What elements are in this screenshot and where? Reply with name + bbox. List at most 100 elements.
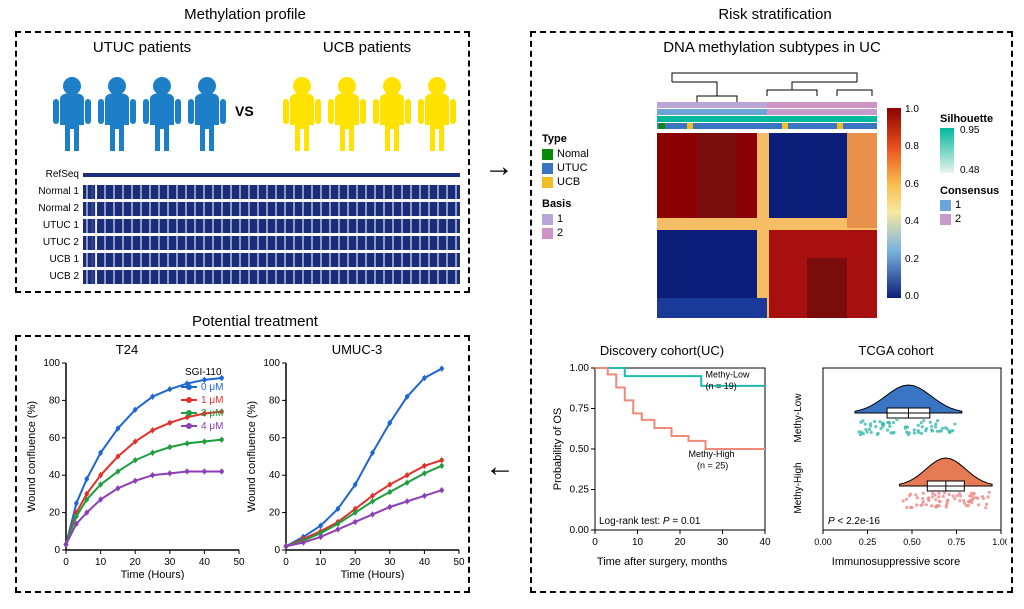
svg-text:50: 50: [453, 557, 465, 568]
track-bar: [83, 219, 460, 233]
svg-text:30: 30: [164, 557, 176, 568]
track-row: RefSeq: [25, 166, 460, 183]
track-label: Normal 2: [25, 203, 83, 214]
legend-item: UTUC: [542, 162, 589, 174]
svg-text:0.25: 0.25: [570, 485, 590, 496]
silhouette-label: Silhouette: [940, 113, 999, 125]
track-bar: [83, 171, 460, 179]
colorbar: 1.00.80.60.40.20.0: [887, 108, 942, 298]
heatmap-right-legend: Silhouette 0.95 0.48 Consensus 1 2: [940, 113, 999, 227]
svg-text:0: 0: [283, 557, 289, 568]
svg-text:0: 0: [592, 537, 598, 548]
track-label: Normal 1: [25, 186, 83, 197]
track-label: UCB 2: [25, 271, 83, 282]
svg-text:Probability of OS: Probability of OS: [552, 408, 564, 491]
colorbar-tick: 0.8: [905, 141, 919, 152]
svg-text:0.25: 0.25: [859, 537, 877, 547]
sil-v0: 0.95: [960, 125, 979, 136]
legend-item: 2: [542, 227, 589, 239]
violin-plot: TCGA cohort 0.00 0.25 0.50 0.75 1.00 Methy-Lo…: [785, 343, 1007, 583]
svg-text:20: 20: [49, 508, 61, 519]
basis-label: Basis: [542, 198, 589, 210]
svg-text:1.00: 1.00: [570, 363, 590, 374]
svg-text:Wound confluence (%): Wound confluence (%): [26, 401, 38, 512]
svg-text:(n = 19): (n = 19): [706, 381, 737, 391]
svg-text:0: 0: [274, 545, 280, 556]
legend-item: Nomal: [542, 148, 589, 160]
violin-title: TCGA cohort: [785, 343, 1007, 358]
tracks-container: RefSeq Normal 1 Normal 2 UTUC 1 UTUC 2 UCB 1 U…: [25, 166, 460, 285]
track-label: UTUC 1: [25, 220, 83, 231]
svg-text:Log-rank test: P = 0.01: Log-rank test: P = 0.01: [599, 516, 701, 527]
km-title: Discovery cohort(UC): [547, 343, 777, 358]
svg-text:1 μM: 1 μM: [201, 395, 223, 406]
svg-text:60: 60: [269, 433, 281, 444]
svg-text:1.00: 1.00: [992, 537, 1007, 547]
svg-text:P < 2.2e-16: P < 2.2e-16: [828, 516, 880, 527]
colorbar-tick: 0.0: [905, 291, 919, 302]
track-bar: [83, 253, 460, 267]
km-xlabel: Time after surgery, months: [547, 556, 777, 568]
track-row: Normal 2: [25, 200, 460, 217]
methylation-title: Methylation profile: [120, 6, 370, 23]
sil-v1: 0.48: [960, 165, 979, 176]
legend-item: 2: [940, 213, 999, 225]
colorbar-tick: 1.0: [905, 104, 919, 115]
svg-text:80: 80: [49, 395, 61, 406]
svg-text:10: 10: [315, 557, 327, 568]
svg-text:0: 0: [63, 557, 69, 568]
svg-text:0.75: 0.75: [948, 537, 966, 547]
risk-title: Risk stratification: [650, 6, 900, 23]
ucb-subtitle: UCB patients: [282, 39, 452, 56]
svg-text:30: 30: [384, 557, 396, 568]
svg-text:0.50: 0.50: [903, 537, 921, 547]
colorbar-tick: 0.2: [905, 254, 919, 265]
svg-text:Methy-Low: Methy-Low: [706, 370, 751, 380]
svg-text:0.50: 0.50: [570, 444, 590, 455]
legend-item: UCB: [542, 176, 589, 188]
svg-text:40: 40: [49, 470, 61, 481]
subtypes-title: DNA methylation subtypes in UC: [632, 39, 912, 56]
track-row: Normal 1: [25, 183, 460, 200]
treatment-title: Potential treatment: [130, 313, 380, 330]
track-row: UCB 1: [25, 251, 460, 268]
arrow-left: ←: [485, 450, 515, 484]
svg-text:40: 40: [269, 470, 281, 481]
track-row: UCB 2: [25, 268, 460, 285]
track-label: UTUC 2: [25, 237, 83, 248]
heatmap-area: [637, 58, 882, 323]
svg-text:20: 20: [130, 557, 142, 568]
track-label: RefSeq: [25, 169, 83, 180]
heatmap-svg: [637, 58, 882, 323]
svg-text:Time (Hours): Time (Hours): [121, 569, 185, 580]
umuc-chart: 01020304050020406080100Wound confluence …: [242, 355, 467, 580]
legend-item: 1: [940, 199, 999, 211]
svg-text:10: 10: [95, 557, 107, 568]
km-plot: Discovery cohort(UC) 0102030400.000.250.…: [547, 343, 777, 583]
svg-text:2 μM: 2 μM: [201, 408, 223, 419]
svg-text:0.00: 0.00: [814, 537, 832, 547]
consensus-label: Consensus: [940, 185, 999, 197]
track-bar: [83, 270, 460, 284]
svg-text:80: 80: [269, 395, 281, 406]
svg-text:60: 60: [49, 433, 61, 444]
svg-text:4 μM: 4 μM: [201, 421, 223, 432]
svg-text:20: 20: [674, 537, 686, 548]
track-label: UCB 1: [25, 254, 83, 265]
violin-xlabel: Immunosuppressive score: [785, 556, 1007, 568]
utuc-subtitle: UTUC patients: [52, 39, 232, 56]
svg-text:0: 0: [54, 545, 60, 556]
svg-text:Methy-High: Methy-High: [793, 462, 804, 513]
svg-text:0.75: 0.75: [570, 404, 590, 415]
heatmap-left-legend: Type NomalUTUCUCB Basis 12: [542, 133, 589, 241]
svg-text:40: 40: [419, 557, 431, 568]
svg-text:0 μM: 0 μM: [201, 382, 223, 393]
svg-text:SGI-110: SGI-110: [185, 367, 222, 378]
svg-text:Methy-Low: Methy-Low: [793, 393, 804, 443]
colorbar-tick: 0.4: [905, 216, 919, 227]
svg-text:Methy-High: Methy-High: [689, 449, 735, 459]
track-row: UTUC 2: [25, 234, 460, 251]
track-bar: [83, 202, 460, 216]
svg-text:100: 100: [263, 358, 280, 369]
svg-text:(n = 25): (n = 25): [697, 460, 728, 470]
